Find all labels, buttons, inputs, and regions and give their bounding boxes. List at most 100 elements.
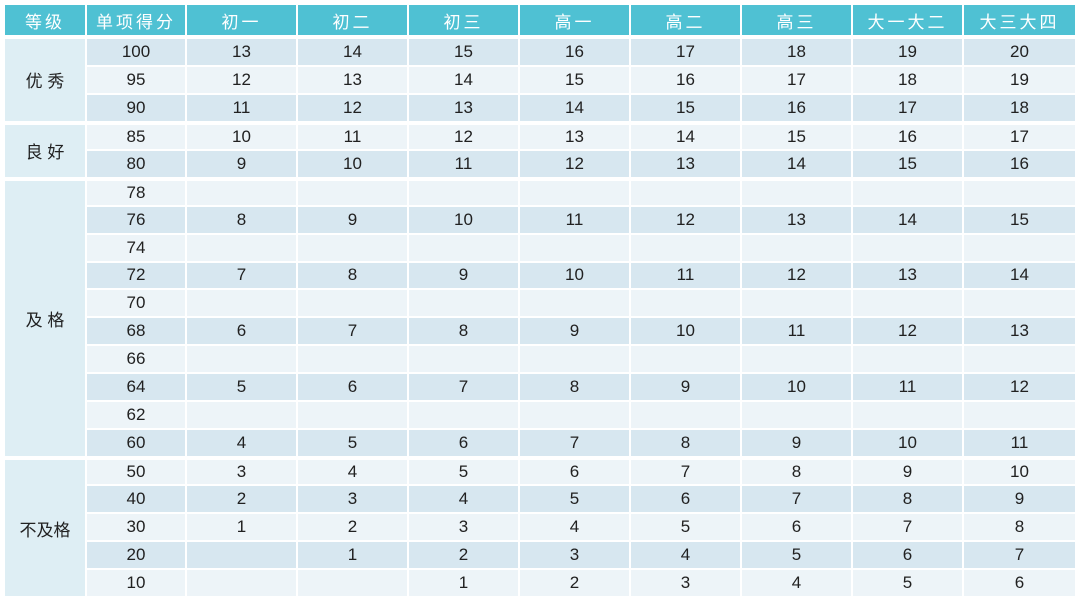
value-cell: 9 bbox=[520, 318, 631, 347]
value-cell: 7 bbox=[187, 262, 298, 291]
table-row: 68 6 7 8 9 10 11 12 13 bbox=[5, 318, 1075, 347]
value-cell: 10 bbox=[409, 206, 520, 235]
value-cell: 3 bbox=[298, 486, 409, 514]
value-cell bbox=[187, 234, 298, 263]
score-cell: 60 bbox=[87, 430, 187, 459]
value-cell: 4 bbox=[631, 541, 742, 570]
value-cell: 17 bbox=[964, 122, 1075, 151]
value-cell: 7 bbox=[409, 374, 520, 403]
value-cell: 14 bbox=[520, 94, 631, 123]
value-cell bbox=[409, 290, 520, 319]
value-cell bbox=[964, 402, 1075, 431]
value-cell bbox=[853, 290, 964, 319]
value-cell bbox=[853, 402, 964, 431]
value-cell: 18 bbox=[742, 39, 853, 67]
value-cell bbox=[298, 234, 409, 263]
value-cell bbox=[187, 346, 298, 375]
value-cell: 5 bbox=[298, 430, 409, 459]
value-cell: 3 bbox=[631, 569, 742, 598]
value-cell bbox=[409, 178, 520, 207]
value-cell: 14 bbox=[853, 206, 964, 235]
column-header: 单项得分 bbox=[87, 5, 187, 39]
table-row: 不及格 50 3 4 5 6 7 8 9 10 bbox=[5, 458, 1075, 598]
value-cell bbox=[298, 290, 409, 319]
value-cell: 12 bbox=[742, 262, 853, 291]
value-cell: 5 bbox=[853, 569, 964, 598]
value-cell: 13 bbox=[298, 66, 409, 95]
value-cell: 6 bbox=[187, 318, 298, 347]
value-cell bbox=[187, 178, 298, 207]
grade-cell: 及 格 bbox=[5, 178, 87, 459]
value-cell bbox=[742, 402, 853, 431]
value-cell bbox=[298, 569, 409, 598]
value-cell: 9 bbox=[409, 262, 520, 291]
table-row: 80 9 10 11 12 13 14 15 16 bbox=[5, 150, 1075, 179]
value-cell: 5 bbox=[520, 486, 631, 514]
value-cell: 16 bbox=[964, 150, 1075, 179]
value-cell bbox=[964, 178, 1075, 207]
table-row: 66 bbox=[5, 346, 1075, 375]
value-cell: 13 bbox=[631, 150, 742, 179]
value-cell: 11 bbox=[742, 318, 853, 347]
value-cell: 17 bbox=[853, 94, 964, 123]
value-cell: 11 bbox=[520, 206, 631, 235]
value-cell bbox=[742, 234, 853, 263]
value-cell: 12 bbox=[409, 122, 520, 151]
value-cell: 12 bbox=[187, 66, 298, 95]
score-cell: 76 bbox=[87, 206, 187, 235]
value-cell: 10 bbox=[631, 318, 742, 347]
value-cell: 8 bbox=[298, 262, 409, 291]
score-cell: 20 bbox=[87, 541, 187, 570]
value-cell: 18 bbox=[853, 66, 964, 95]
table-row: 优 秀 100 13 14 15 16 17 18 19 20 bbox=[5, 39, 1075, 123]
column-header: 高三 bbox=[742, 5, 853, 39]
value-cell: 9 bbox=[853, 458, 964, 486]
value-cell: 10 bbox=[298, 150, 409, 179]
score-table: 等级 单项得分 初一 初二 初三 高一 高二 高三 大一大二 大三大四 优 秀 100 13 14 15 1… bbox=[5, 5, 1075, 598]
table-row: 20 1 2 3 4 5 6 7 bbox=[5, 541, 1075, 570]
value-cell: 8 bbox=[964, 513, 1075, 542]
value-cell: 15 bbox=[520, 66, 631, 95]
value-cell: 14 bbox=[298, 39, 409, 67]
value-cell: 6 bbox=[298, 374, 409, 403]
table-row: 良 好 85 10 11 12 13 14 15 16 17 bbox=[5, 122, 1075, 179]
value-cell: 2 bbox=[409, 541, 520, 570]
score-cell: 64 bbox=[87, 374, 187, 403]
value-cell: 6 bbox=[631, 486, 742, 514]
value-cell bbox=[298, 178, 409, 207]
table-row: 60 4 5 6 7 8 9 10 11 bbox=[5, 430, 1075, 459]
value-cell: 12 bbox=[964, 374, 1075, 403]
value-cell bbox=[187, 569, 298, 598]
value-cell: 2 bbox=[298, 513, 409, 542]
table-row: 70 bbox=[5, 290, 1075, 319]
value-cell: 16 bbox=[520, 39, 631, 67]
value-cell bbox=[631, 346, 742, 375]
value-cell: 5 bbox=[631, 513, 742, 542]
value-cell bbox=[520, 402, 631, 431]
value-cell bbox=[520, 178, 631, 207]
value-cell bbox=[742, 178, 853, 207]
value-cell bbox=[631, 178, 742, 207]
value-cell bbox=[631, 290, 742, 319]
value-cell: 14 bbox=[409, 66, 520, 95]
value-cell: 10 bbox=[853, 430, 964, 459]
value-cell: 1 bbox=[187, 513, 298, 542]
score-cell: 50 bbox=[87, 458, 187, 486]
value-cell: 14 bbox=[964, 262, 1075, 291]
value-cell: 16 bbox=[631, 66, 742, 95]
value-cell: 8 bbox=[520, 374, 631, 403]
table-row: 95 12 13 14 15 16 17 18 19 bbox=[5, 66, 1075, 95]
table-row: 10 1 2 3 4 5 6 bbox=[5, 569, 1075, 598]
table-row: 74 bbox=[5, 234, 1075, 263]
value-cell bbox=[520, 346, 631, 375]
value-cell: 6 bbox=[964, 569, 1075, 598]
value-cell: 8 bbox=[853, 486, 964, 514]
value-cell bbox=[187, 541, 298, 570]
table-row: 72 7 8 9 10 11 12 13 14 bbox=[5, 262, 1075, 291]
value-cell: 13 bbox=[520, 122, 631, 151]
score-cell: 40 bbox=[87, 486, 187, 514]
value-cell: 11 bbox=[964, 430, 1075, 459]
value-cell: 15 bbox=[964, 206, 1075, 235]
value-cell: 13 bbox=[853, 262, 964, 291]
value-cell: 13 bbox=[742, 206, 853, 235]
